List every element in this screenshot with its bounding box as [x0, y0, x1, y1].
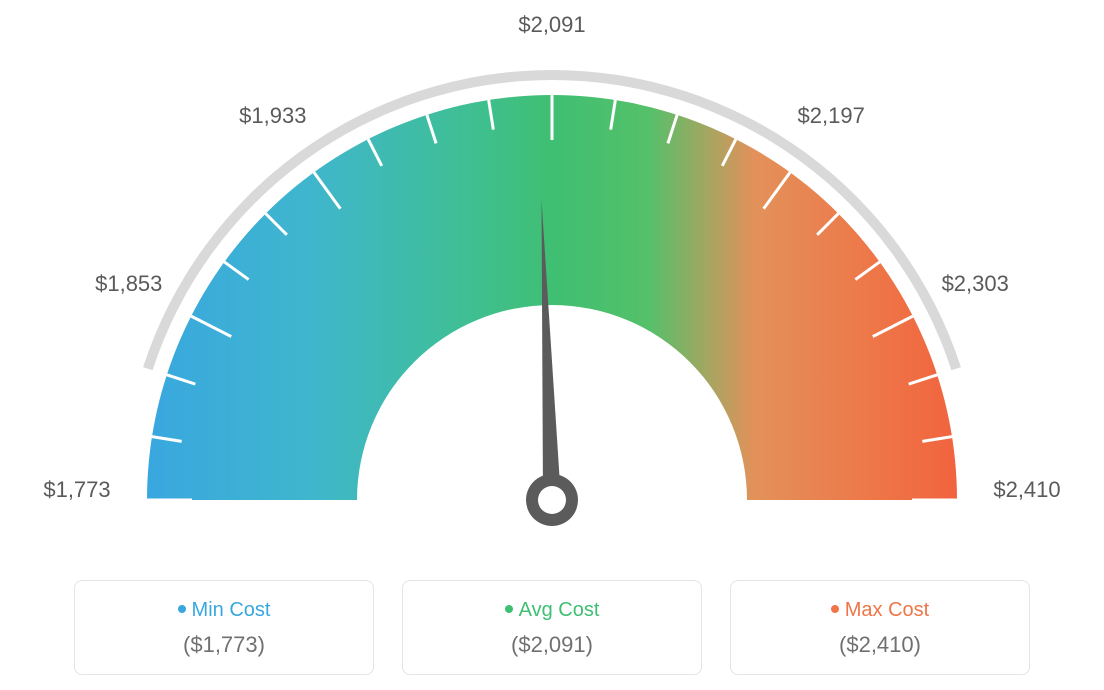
dot-icon	[831, 605, 839, 613]
legend-title-avg: Avg Cost	[413, 599, 691, 622]
legend-label: Max Cost	[845, 599, 929, 621]
gauge-tick-label: $2,091	[518, 12, 585, 38]
gauge-svg	[0, 0, 1104, 545]
legend-label: Avg Cost	[519, 599, 600, 621]
dot-icon	[505, 605, 513, 613]
gauge-tick-label: $2,197	[798, 103, 865, 129]
legend-card-min: Min Cost ($1,773)	[74, 580, 374, 675]
legend-value-max: ($2,410)	[741, 632, 1019, 658]
legend-row: Min Cost ($1,773) Avg Cost ($2,091) Max …	[0, 580, 1104, 675]
gauge-tick-label: $1,853	[95, 271, 162, 297]
legend-card-avg: Avg Cost ($2,091)	[402, 580, 702, 675]
legend-title-max: Max Cost	[741, 599, 1019, 622]
gauge-tick-label: $1,773	[43, 477, 110, 503]
legend-card-max: Max Cost ($2,410)	[730, 580, 1030, 675]
legend-label: Min Cost	[192, 599, 271, 621]
legend-value-min: ($1,773)	[85, 632, 363, 658]
gauge-tick-label: $2,410	[993, 477, 1060, 503]
chart-container: $1,773 $1,853 $1,933 $2,091 $2,197 $2,303 $2,4…	[0, 0, 1104, 690]
gauge-tick-label: $2,303	[942, 271, 1009, 297]
dot-icon	[178, 605, 186, 613]
gauge-tick-label: $1,933	[239, 103, 306, 129]
gauge: $1,773 $1,853 $1,933 $2,091 $2,197 $2,303 $2,4…	[0, 0, 1104, 545]
legend-title-min: Min Cost	[85, 599, 363, 622]
legend-value-avg: ($2,091)	[413, 632, 691, 658]
